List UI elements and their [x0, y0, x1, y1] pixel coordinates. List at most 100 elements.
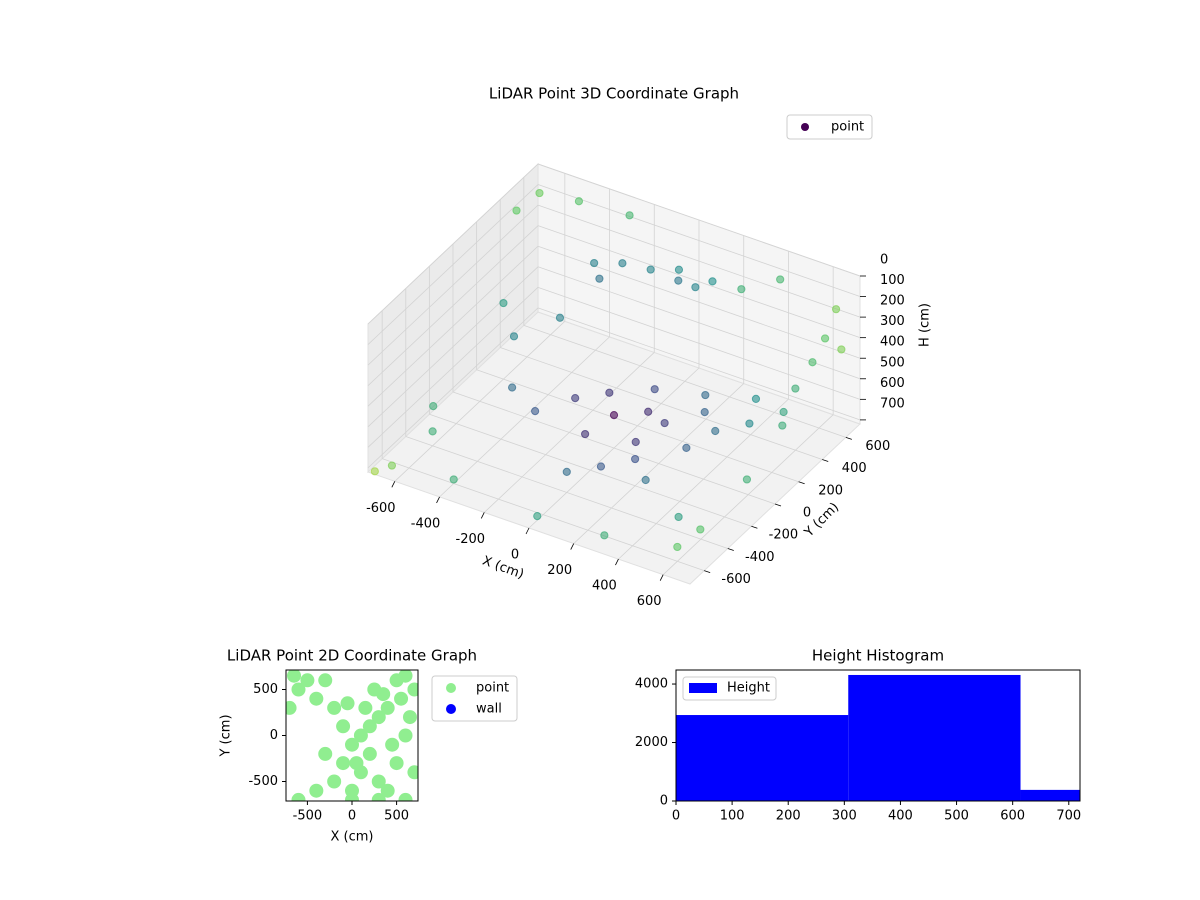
grid-line — [537, 266, 861, 380]
tick-mark — [525, 527, 530, 535]
axes-frame — [285, 669, 419, 802]
legend-marker — [801, 123, 809, 131]
data-point — [291, 682, 306, 697]
bar — [848, 674, 1021, 801]
data-point — [371, 710, 386, 725]
grid-line — [367, 163, 539, 325]
z-tick-label: 200 — [880, 294, 905, 309]
data-point — [380, 783, 395, 798]
data-point — [394, 691, 409, 706]
tick-mark — [774, 503, 782, 507]
data-point — [449, 475, 458, 484]
data-point — [512, 206, 521, 215]
data-point — [696, 525, 705, 534]
y-tick-label: -500 — [248, 774, 278, 789]
data-point — [345, 737, 359, 752]
data-point — [340, 696, 355, 711]
x-tick-label: 600 — [637, 594, 662, 609]
bar — [1020, 789, 1080, 801]
data-point — [820, 334, 830, 343]
data-point — [371, 792, 386, 801]
legend-marker — [446, 683, 456, 693]
data-point — [691, 283, 700, 292]
data-point — [380, 700, 395, 715]
grid-line — [367, 307, 539, 469]
data-point — [700, 408, 709, 417]
tick-mark — [480, 512, 485, 519]
data-point — [808, 358, 817, 367]
data-point — [362, 719, 377, 734]
y-tick-label: 600 — [865, 439, 890, 454]
data-point — [345, 792, 359, 801]
data-point — [327, 700, 342, 715]
x-tick-label: 300 — [832, 809, 857, 824]
data-point — [737, 285, 746, 294]
grid-line — [367, 225, 539, 386]
x-tick-label: 0 — [672, 809, 680, 824]
grid-line — [367, 266, 539, 428]
data-point — [673, 542, 682, 552]
y-tick-label: -400 — [745, 550, 775, 565]
tick-mark — [845, 436, 852, 440]
data-point — [370, 467, 379, 476]
grid-line — [537, 286, 861, 400]
x-tick-label: -400 — [411, 516, 441, 531]
data-point — [499, 298, 508, 308]
data-point — [711, 426, 720, 436]
tick-mark — [659, 574, 664, 581]
data-point — [389, 756, 404, 771]
data-point — [398, 728, 413, 743]
z-tick-label: 300 — [880, 314, 905, 329]
x-tick-label: 100 — [720, 809, 745, 824]
data-point — [387, 461, 397, 470]
legend-label: point — [476, 681, 509, 696]
data-point — [674, 265, 684, 274]
data-point — [831, 305, 841, 314]
y-tick-label: -600 — [721, 572, 751, 587]
data-point — [309, 783, 324, 798]
data-point — [555, 313, 565, 322]
data-point — [398, 670, 413, 683]
legend-label: point — [831, 120, 864, 135]
z-axis-label: H (cm) — [918, 303, 933, 347]
data-point — [318, 673, 333, 688]
x-tick-label: 0 — [511, 548, 519, 563]
legend-label: Height — [727, 681, 770, 696]
axes-frame — [675, 669, 1081, 802]
legend-marker — [689, 683, 717, 693]
z-tick-label: 500 — [880, 355, 905, 370]
data-point — [327, 774, 342, 789]
y-tick-label: 0 — [270, 728, 278, 743]
data-point — [837, 345, 846, 354]
tick-mark — [798, 481, 805, 485]
grid-line — [537, 163, 861, 277]
points — [286, 670, 418, 801]
legend-box — [682, 676, 777, 701]
z-tick-label: 0 — [880, 253, 888, 268]
data-point — [429, 402, 438, 411]
data-point — [745, 419, 754, 428]
data-point — [674, 512, 683, 522]
data-point — [701, 390, 710, 400]
data-point — [362, 746, 377, 761]
y-tick-label: 500 — [253, 682, 278, 697]
data-point — [367, 682, 382, 697]
tick-mark — [615, 558, 619, 566]
data-point — [385, 737, 400, 752]
grid-line — [500, 347, 823, 460]
data-point — [682, 443, 691, 452]
data-point — [371, 774, 386, 789]
grid-line — [367, 245, 539, 407]
data-point — [407, 765, 418, 780]
data-point — [407, 682, 418, 697]
y-tick-label: 4000 — [635, 677, 668, 692]
data-point — [353, 728, 368, 743]
data-point — [605, 388, 614, 397]
x-tick-label: 400 — [888, 809, 913, 824]
data-point — [595, 274, 604, 283]
data-point — [660, 418, 669, 428]
data-point — [600, 531, 609, 540]
data-point — [596, 462, 606, 471]
data-point — [571, 394, 580, 403]
